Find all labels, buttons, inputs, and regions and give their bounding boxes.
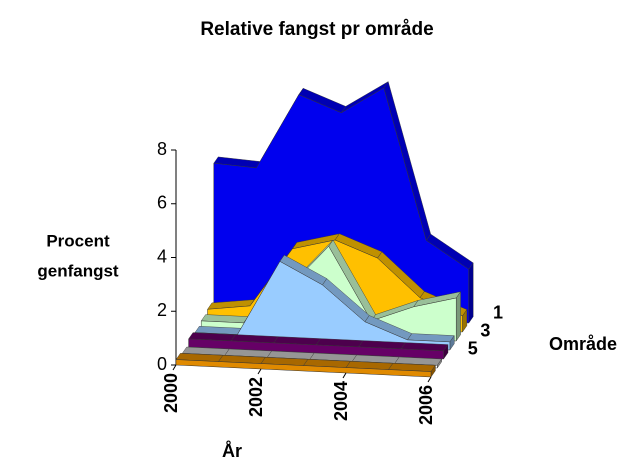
x-tick xyxy=(172,364,177,371)
y-tick-label: 6 xyxy=(157,193,167,213)
depth-axis-label: Område xyxy=(549,334,617,354)
area-side-face xyxy=(468,262,474,324)
area xyxy=(175,359,432,378)
chart-title: Relative fangst pr område xyxy=(200,19,433,40)
depth-tick-label: 5 xyxy=(468,339,478,359)
y-tick-label: 4 xyxy=(157,246,167,266)
x-tick-label: 2000 xyxy=(161,373,181,413)
x-axis-label: År xyxy=(222,441,242,461)
depth-tick-label: 3 xyxy=(480,321,490,341)
x-tick-label: 2006 xyxy=(416,385,436,425)
y-tick-label: 0 xyxy=(157,354,167,374)
y-axis-label: genfangst xyxy=(37,261,119,280)
area-side-face xyxy=(456,291,461,342)
x-tick-label: 2002 xyxy=(246,377,266,417)
depth-tick-label: 1 xyxy=(493,303,503,323)
x-tick xyxy=(342,372,347,379)
x-tick xyxy=(427,376,432,383)
y-tick-label: 8 xyxy=(157,139,167,159)
y-axis-label: Procent xyxy=(46,231,110,250)
x-tick-label: 2004 xyxy=(331,381,351,421)
y-tick-label: 2 xyxy=(157,300,167,320)
x-tick xyxy=(257,368,262,375)
